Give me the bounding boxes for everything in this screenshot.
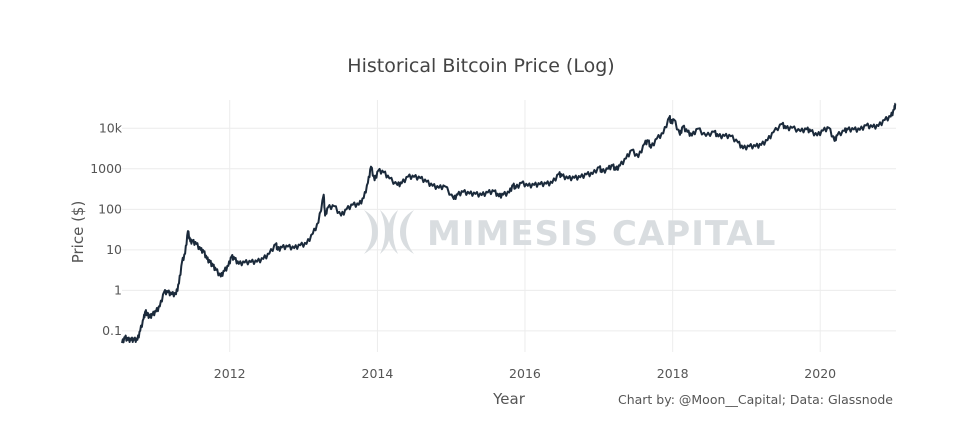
y-tick-label: 1 <box>114 282 122 297</box>
price-series-line <box>121 102 897 344</box>
y-tick-label: 10k <box>99 120 123 135</box>
x-tick-label: 2020 <box>804 366 836 381</box>
grid <box>122 100 896 352</box>
x-axis-title: Year <box>492 390 526 408</box>
watermark: MIMESIS CAPITAL <box>364 210 776 254</box>
y-tick-label: 10 <box>106 242 122 257</box>
chart-credit: Chart by: @Moon__Capital; Data: Glassnod… <box>618 392 893 407</box>
chart-title: Historical Bitcoin Price (Log) <box>347 55 614 77</box>
x-tick-label: 2018 <box>657 366 689 381</box>
x-axis-ticks: 2012 2014 2016 2018 2020 <box>214 366 836 381</box>
x-tick-label: 2014 <box>362 366 394 381</box>
y-tick-label: 100 <box>98 201 122 216</box>
y-tick-label: 1000 <box>90 161 122 176</box>
watermark-text: MIMESIS CAPITAL <box>427 214 776 254</box>
y-tick-label: 0.1 <box>102 323 122 338</box>
y-axis-title: Price ($) <box>69 201 87 264</box>
x-tick-label: 2016 <box>509 366 541 381</box>
x-tick-label: 2012 <box>214 366 246 381</box>
y-axis-ticks: 0.1 1 10 100 1000 10k <box>90 120 123 338</box>
watermark-logo-icon <box>364 210 414 254</box>
